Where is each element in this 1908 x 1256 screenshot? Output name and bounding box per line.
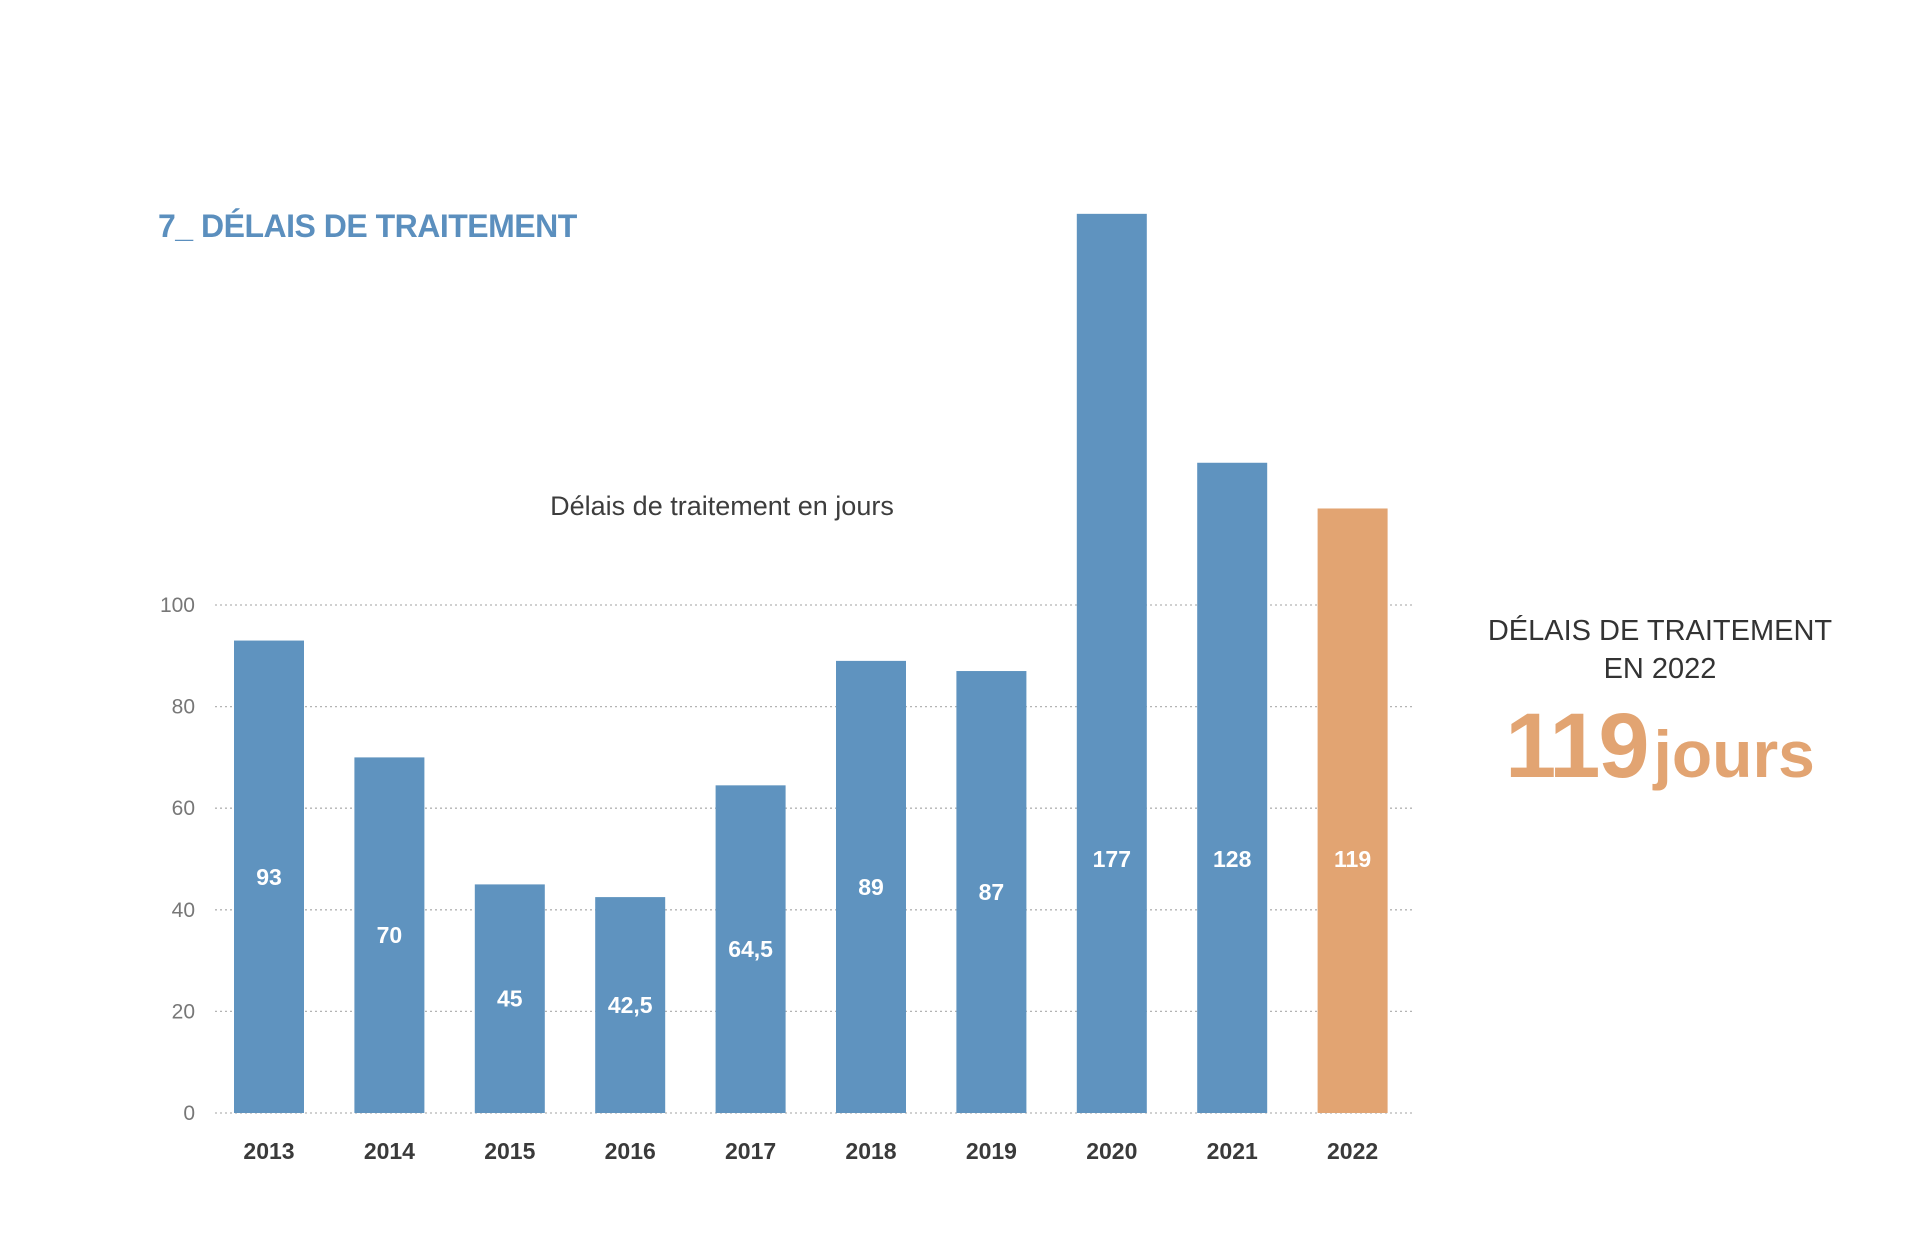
bar-value-label: 87 xyxy=(979,879,1005,905)
bar-2015 xyxy=(474,884,545,1113)
bar-value-label: 70 xyxy=(377,922,403,948)
summary-panel: DÉLAIS DE TRAITEMENT EN 2022 119jours xyxy=(1470,612,1850,799)
x-tick-label: 2017 xyxy=(725,1138,776,1164)
bar-2016 xyxy=(595,897,666,1113)
x-tick-label: 2019 xyxy=(966,1138,1017,1164)
bar-value-labels: 93 70 45 42,5 64,5 89 87 177 128 119 xyxy=(256,846,1371,1018)
summary-value: 119 xyxy=(1505,695,1649,797)
summary-unit: jours xyxy=(1653,717,1815,791)
bar-2019 xyxy=(956,671,1027,1113)
x-tick-label: 2018 xyxy=(845,1138,896,1164)
bar-value-label: 42,5 xyxy=(608,992,653,1018)
x-axis-ticks: 2013 2014 2015 2016 2017 2018 2019 2020 2021 2022 xyxy=(243,1138,1378,1164)
summary-heading: DÉLAIS DE TRAITEMENT xyxy=(1487,615,1833,647)
bar-value-label: 119 xyxy=(1334,846,1371,872)
y-tick-label: 40 xyxy=(172,899,195,922)
bar-2020 xyxy=(1076,213,1147,1114)
bars xyxy=(234,213,1388,1114)
y-tick-label: 80 xyxy=(172,696,195,719)
bar-value-label: 45 xyxy=(497,986,523,1012)
x-tick-label: 2013 xyxy=(243,1138,294,1164)
chart-title: Délais de traitement en jours xyxy=(550,491,894,521)
y-tick-label: 0 xyxy=(183,1102,195,1125)
bar-2021 xyxy=(1197,462,1268,1113)
bar-value-label: 177 xyxy=(1093,846,1131,872)
bar-value-label: 93 xyxy=(256,864,282,890)
y-axis-ticks: 0 20 40 60 80 100 xyxy=(160,594,195,1125)
bar-value-label: 89 xyxy=(858,874,884,900)
x-tick-label: 2022 xyxy=(1327,1138,1378,1164)
x-tick-label: 2016 xyxy=(605,1138,656,1164)
bar-2014 xyxy=(354,757,425,1113)
bar-2017 xyxy=(715,785,786,1113)
bar-2022 xyxy=(1317,508,1388,1114)
summary-figure: 119jours xyxy=(1470,694,1850,799)
bar-2018 xyxy=(836,660,906,1113)
x-tick-label: 2014 xyxy=(364,1138,415,1164)
y-tick-label: 100 xyxy=(160,594,195,617)
bar-value-label: 64,5 xyxy=(728,936,773,962)
x-tick-label: 2021 xyxy=(1207,1138,1258,1164)
y-tick-label: 20 xyxy=(172,1000,195,1023)
page-title: 7_ DÉLAIS DE TRAITEMENT xyxy=(158,208,577,244)
x-tick-label: 2015 xyxy=(484,1138,535,1164)
y-tick-label: 60 xyxy=(172,797,195,820)
bar-value-label: 128 xyxy=(1213,846,1252,872)
summary-year: EN 2022 xyxy=(1603,653,1717,685)
x-tick-label: 2020 xyxy=(1086,1138,1137,1164)
bar-2013 xyxy=(234,640,304,1113)
